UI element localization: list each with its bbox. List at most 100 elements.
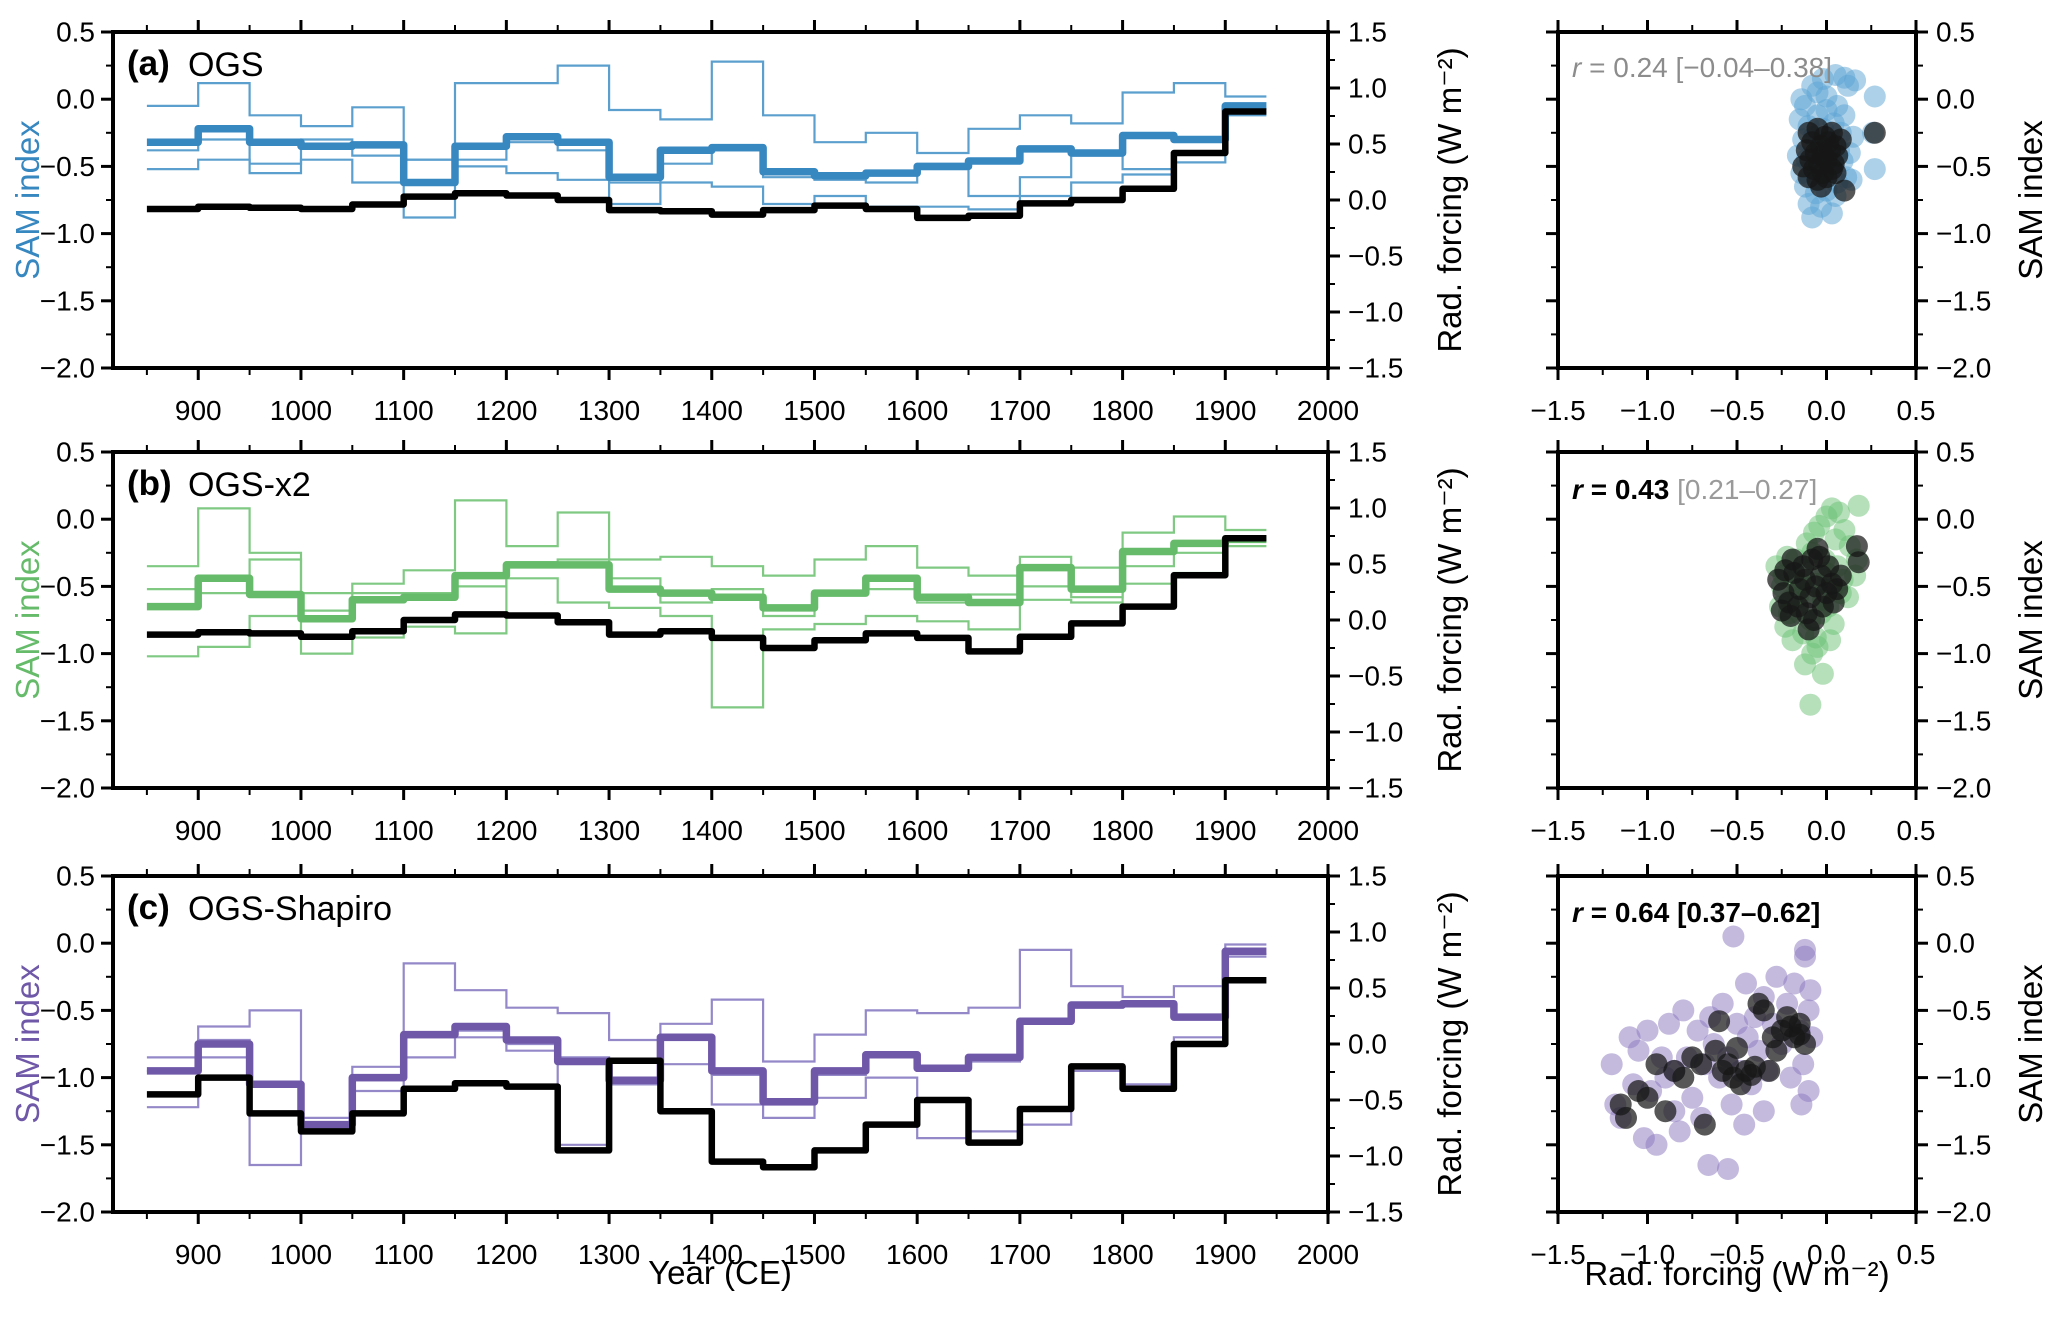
- b-scatter-dot-mean: [1829, 564, 1852, 587]
- tick-label: −1.5: [1348, 1197, 1403, 1228]
- sam-axis-label-c: SAM index: [9, 964, 46, 1124]
- tick-label: 1500: [783, 1239, 845, 1270]
- c-scatter-dot-mean: [1672, 1066, 1695, 1089]
- tick-label: −0.5: [1348, 241, 1403, 272]
- c-scatter-dot-mean: [1690, 1053, 1713, 1076]
- tick-label: −1.0: [40, 1062, 95, 1093]
- c-scatter-dot-mean: [1636, 1086, 1659, 1109]
- a-scatter-dot-mean: [1792, 155, 1815, 178]
- c-scatter-dot-mean: [1752, 999, 1775, 1022]
- c-scatter-dot-member: [1799, 979, 1822, 1002]
- r-value: = 0.64: [1590, 897, 1670, 928]
- tick-label: 0.5: [1897, 815, 1936, 846]
- b-ensemble-member-line-1: [146, 499, 1267, 595]
- tick-label: 0.0: [1936, 504, 1975, 535]
- rf-axis-label-a: Rad. forcing (W m⁻²): [1430, 47, 1468, 353]
- b-scatter-dot-mean: [1822, 591, 1845, 614]
- b-scatter-dot-member: [1824, 528, 1847, 551]
- tick-label: 1200: [475, 815, 537, 846]
- r-confidence-interval: [0.21–0.27]: [1677, 474, 1818, 505]
- tick-label: 1900: [1194, 1239, 1256, 1270]
- b-ensemble-mean-line: [146, 535, 1267, 623]
- tick-label: 0.0: [1807, 815, 1846, 846]
- scatter-panel-a: −1.5 −1.0 −0.5 0.0 0.5 0.5 0.0 −0.5 −1.0 −1.5 −2.0: [1530, 17, 1991, 427]
- tick-label: 1200: [475, 395, 537, 426]
- panel-tag-c: (c): [127, 888, 170, 927]
- timeseries-panel-a: 900 1000 1100 1200 1300 1400 1500 1600 1700 1800 1…: [40, 17, 1404, 427]
- tick-label: −1.0: [1620, 1239, 1675, 1270]
- tick-label: 1400: [681, 1239, 743, 1270]
- tick-label: −1.0: [1620, 395, 1675, 426]
- a-ensemble-mean-line: [146, 102, 1267, 187]
- tick-label: 1.0: [1348, 917, 1387, 948]
- tick-label: 1600: [886, 395, 948, 426]
- a-scatter-dot-member: [1820, 202, 1843, 225]
- tick-label: 1000: [270, 395, 332, 426]
- scatter-sam-label-c: SAM index: [2012, 964, 2049, 1124]
- tick-label: 1.0: [1348, 493, 1387, 524]
- tick-label: −1.5: [1936, 285, 1991, 316]
- b-radiative-forcing-line: [146, 534, 1267, 655]
- panel-title-b: OGS-x2: [188, 466, 311, 504]
- tick-label: 0.5: [56, 17, 95, 48]
- tick-label: −1.5: [1530, 395, 1585, 426]
- sam-axis-label-a: SAM index: [9, 120, 46, 280]
- r-confidence-interval: [−0.04–0.38]: [1675, 52, 1833, 83]
- tick-label: 1300: [578, 1239, 640, 1270]
- tick-label: 0.5: [56, 437, 95, 468]
- scatter-panel-b: −1.5 −1.0 −0.5 0.0 0.5 0.5 0.0 −0.5 −1.0 −1.5 −2.0: [1530, 437, 1991, 847]
- timeseries-panel-b: 900 1000 1100 1200 1300 1400 1500 1600 1700 1800 1…: [40, 437, 1404, 847]
- tick-label: 0.0: [56, 928, 95, 959]
- a-scatter-dot-member: [1863, 158, 1886, 181]
- tick-label: 1.5: [1348, 437, 1387, 468]
- correlation-annotation-c: r = 0.64 [0.37–0.62]: [1572, 897, 1820, 929]
- tick-label: 1400: [681, 395, 743, 426]
- tick-label: 0.5: [1936, 437, 1975, 468]
- tick-label: −2.0: [40, 773, 95, 804]
- tick-label: −1.5: [1936, 705, 1991, 736]
- tick-label: 1100: [374, 815, 434, 846]
- tick-label: −1.0: [40, 638, 95, 669]
- c-scatter-dot-mean: [1726, 1037, 1748, 1059]
- r-symbol: r: [1572, 474, 1583, 505]
- tick-label: 0.0: [1348, 605, 1387, 636]
- correlation-annotation-a: r = 0.24 [−0.04–0.38]: [1572, 52, 1832, 84]
- r-value: = 0.43: [1590, 474, 1670, 505]
- r-symbol: r: [1572, 897, 1583, 928]
- tick-label: −1.0: [1936, 1062, 1991, 1093]
- tick-label: 1700: [989, 815, 1051, 846]
- a-scatter-dot-mean: [1833, 179, 1856, 202]
- b-scatter-dot-member: [1847, 494, 1870, 517]
- c-scatter-dot-member: [1720, 1093, 1743, 1116]
- c-scatter-dot-member: [1794, 938, 1816, 961]
- b-scatter-dot-mean: [1797, 618, 1820, 641]
- tick-label: 1.0: [1348, 73, 1387, 104]
- a-scatter-dot-mean: [1829, 128, 1852, 151]
- panel-border: [111, 30, 1330, 370]
- tick-label: 1600: [886, 815, 948, 846]
- tick-label: 0.5: [1348, 973, 1387, 1004]
- tick-label: −2.0: [1936, 353, 1991, 384]
- tick-label: 1.5: [1348, 861, 1387, 892]
- tick-label: −0.5: [1709, 395, 1764, 426]
- tick-label: −2.0: [40, 353, 95, 384]
- tick-label: 0.0: [1348, 1029, 1387, 1060]
- c-scatter-dot-member: [1600, 1053, 1623, 1076]
- c-scatter-dot-member: [1681, 1086, 1704, 1109]
- c-scatter-dot-member: [1717, 1158, 1739, 1180]
- tick-label: 1400: [681, 815, 743, 846]
- tick-label: −0.5: [1348, 661, 1403, 692]
- tick-label: −1.5: [40, 1129, 95, 1160]
- tick-label: 1800: [1091, 1239, 1153, 1270]
- a-scatter-dot-member: [1863, 85, 1886, 108]
- tick-label: 0.5: [1936, 861, 1975, 892]
- tick-label: 0.0: [1807, 1239, 1846, 1270]
- b-scatter-dot-member: [1799, 693, 1822, 716]
- c-scatter-dot-mean: [1765, 1039, 1788, 1062]
- tick-label: 1500: [783, 395, 845, 426]
- tick-label: 1200: [475, 1239, 537, 1270]
- tick-label: −1.0: [1348, 297, 1403, 328]
- c-ensemble-mean-line: [146, 947, 1267, 1129]
- a-scatter-dot-mean: [1863, 121, 1886, 144]
